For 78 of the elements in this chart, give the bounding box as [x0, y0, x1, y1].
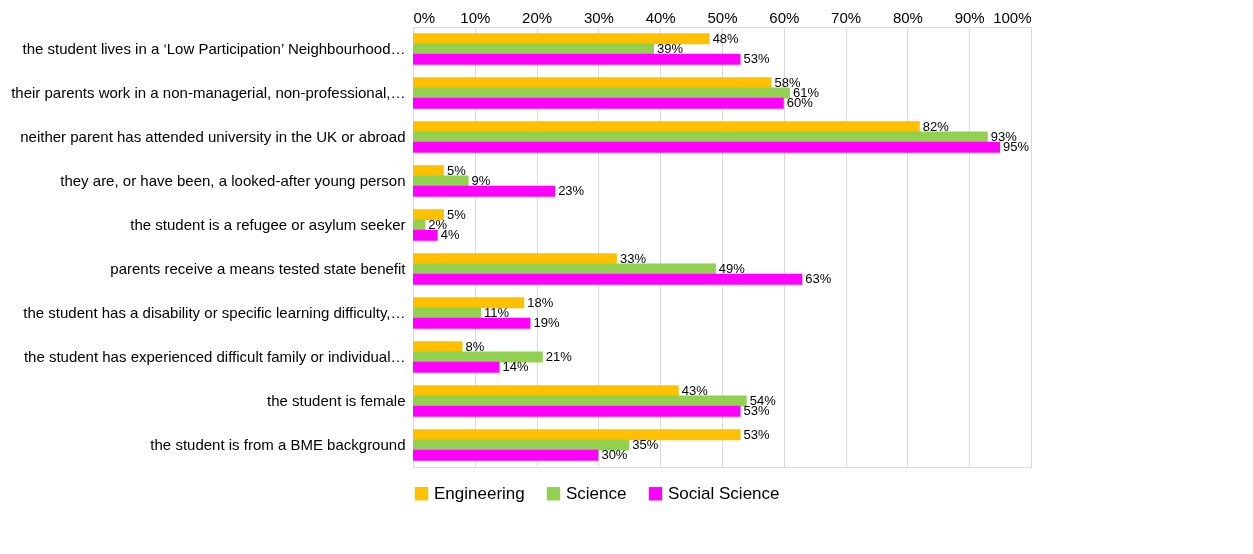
y-tick-label: they are, or have been, a looked-after young person	[60, 172, 406, 189]
bar	[413, 351, 543, 363]
data-label: 53%	[743, 426, 770, 442]
data-label: 19%	[533, 315, 560, 331]
data-label: 18%	[527, 294, 554, 310]
bar	[413, 175, 469, 187]
data-label: 61%	[792, 85, 820, 100]
bar	[413, 141, 1001, 153]
bar	[413, 229, 438, 241]
data-label: 2%	[428, 217, 448, 232]
bar	[413, 317, 531, 329]
data-label: 53%	[743, 51, 770, 67]
bar	[413, 361, 500, 373]
bar	[413, 87, 790, 99]
x-tick-label: 100%	[993, 8, 1032, 26]
bar	[413, 273, 803, 285]
bar	[413, 307, 481, 319]
data-label: 49%	[718, 261, 746, 276]
bar	[413, 253, 617, 265]
y-tick-label: the student is from a BME background	[150, 436, 406, 453]
x-tick-label: 20%	[522, 8, 553, 26]
data-label: 48%	[712, 30, 740, 46]
x-tick-label: 30%	[583, 8, 614, 26]
y-tick-label: their parents work in a non-managerial, non-professional,…	[11, 84, 406, 101]
bar	[413, 53, 741, 65]
bar	[413, 43, 655, 55]
y-tick-label: the student is a refugee or asylum seeker	[130, 216, 406, 233]
data-label: 63%	[805, 271, 832, 287]
x-tick-label: 50%	[707, 8, 738, 26]
legend-label: Social Science	[668, 483, 780, 503]
data-label: 21%	[545, 349, 573, 364]
bar	[413, 405, 741, 417]
bar	[413, 439, 630, 451]
x-tick-label: 90%	[954, 8, 985, 26]
bar	[413, 395, 747, 407]
data-label: 8%	[465, 338, 485, 354]
bar	[413, 131, 988, 143]
x-tick-label: 70%	[831, 8, 862, 26]
bar	[413, 121, 920, 133]
data-label: 23%	[558, 183, 585, 199]
data-label: 54%	[749, 393, 777, 408]
bar	[413, 263, 716, 275]
x-tick-label: 10%	[460, 8, 491, 26]
bar	[413, 209, 444, 221]
y-tick-label: the student has experienced difficult family or individual…	[23, 348, 406, 365]
bar	[413, 97, 784, 109]
data-label: 11%	[483, 305, 510, 320]
legend-label: Science	[566, 483, 627, 503]
bar	[413, 297, 525, 309]
bar	[413, 341, 463, 353]
bar	[413, 165, 444, 177]
bar	[413, 185, 556, 197]
data-label: 30%	[601, 447, 628, 463]
y-tick-label: the student lives in a ‘Low Participation’ Neighbourhood…	[22, 40, 406, 57]
data-label: 35%	[632, 437, 659, 452]
bar	[413, 385, 679, 397]
x-tick-label: 60%	[769, 8, 800, 26]
legend-label: Engineering	[434, 483, 525, 503]
y-tick-label: neither parent has attended university in the UK or abroad	[20, 128, 406, 145]
data-label: 39%	[657, 41, 684, 56]
bar	[413, 449, 599, 461]
x-tick-label: 0%	[413, 8, 436, 26]
x-tick-label: 80%	[892, 8, 923, 26]
data-label: 5%	[446, 206, 467, 222]
bar	[413, 77, 772, 89]
y-tick-label: the student has a disability or specific learning difficulty,…	[23, 304, 406, 321]
bar	[413, 33, 710, 45]
y-tick-label: parents receive a means tested state benefit	[110, 260, 407, 277]
data-label: 43%	[681, 382, 709, 398]
data-label: 14%	[502, 359, 529, 375]
y-tick-label: the student is female	[267, 392, 406, 409]
bar	[413, 429, 741, 441]
data-label: 5%	[446, 162, 467, 178]
data-label: 82%	[922, 118, 950, 134]
data-label: 33%	[619, 250, 647, 266]
data-label: 93%	[990, 129, 1018, 144]
x-tick-label: 40%	[645, 8, 676, 26]
data-label: 9%	[471, 173, 491, 188]
